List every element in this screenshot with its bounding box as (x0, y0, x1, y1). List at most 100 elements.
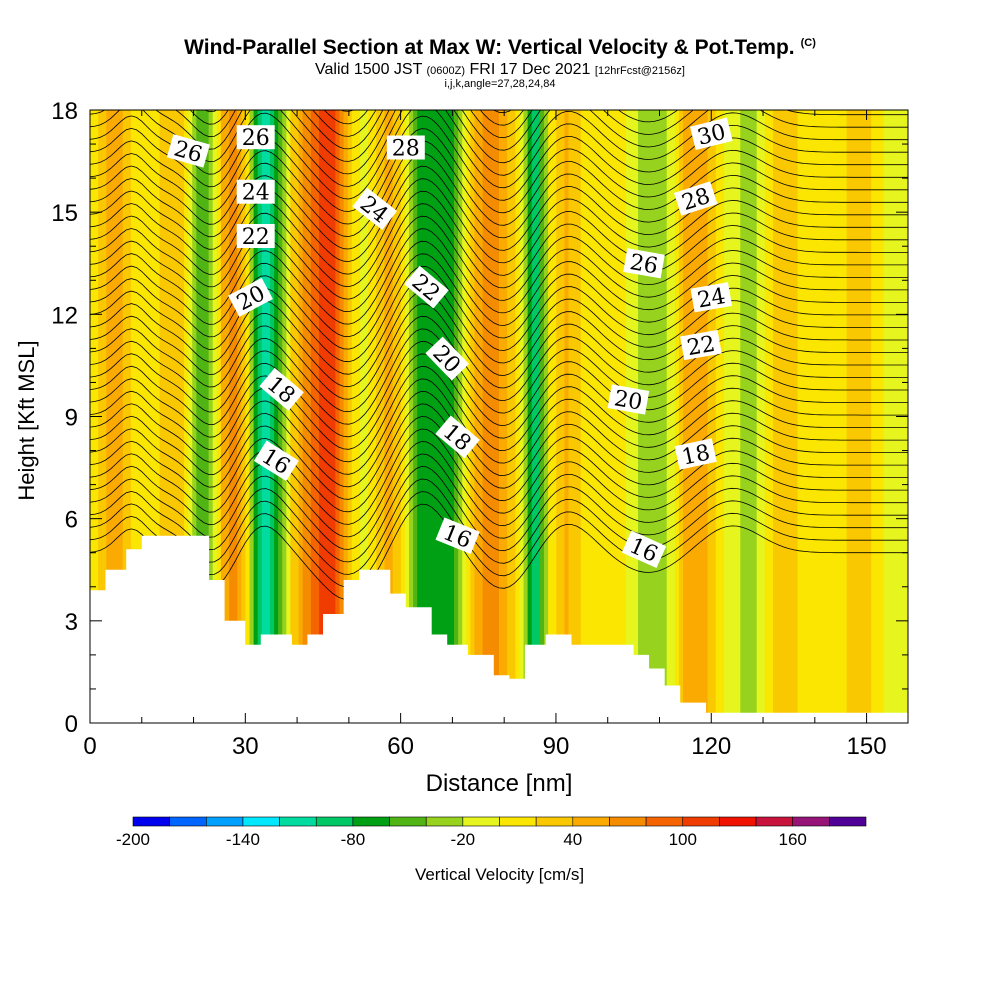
velocity-cell (139, 110, 144, 723)
velocity-cell (286, 110, 292, 723)
x-axis-label: Distance [nm] (426, 770, 573, 797)
velocity-cell (372, 110, 377, 723)
velocity-cell (327, 110, 332, 723)
velocity-cell (699, 110, 705, 723)
colorbar-tick-label: -20 (451, 830, 476, 849)
contour-label-text: 22 (242, 225, 270, 250)
velocity-cell (609, 110, 615, 723)
velocity-cell (846, 110, 852, 723)
velocity-cell (143, 110, 148, 723)
velocity-cell (593, 110, 598, 723)
velocity-cell (204, 110, 210, 723)
velocity-cell (887, 110, 893, 723)
velocity-cell (404, 110, 410, 723)
velocity-cell (302, 110, 308, 723)
velocity-cell (159, 110, 165, 723)
velocity-cell (576, 110, 582, 723)
velocity-cell (470, 110, 476, 723)
velocity-cell (711, 110, 717, 723)
velocity-cell (503, 110, 508, 723)
velocity-cell (290, 110, 296, 723)
velocity-cell (822, 110, 827, 723)
velocity-cell (192, 110, 197, 723)
velocity-cell (409, 110, 414, 723)
velocity-cell (879, 110, 885, 723)
isentrope-line (90, 178, 908, 275)
velocity-cell (785, 110, 790, 723)
colorbar-swatch (755, 816, 793, 827)
velocity-cell (838, 110, 844, 723)
contour-label: 22 (680, 329, 722, 361)
isentrope-line (90, 0, 908, 74)
velocity-cell (756, 110, 762, 723)
velocity-cell (687, 110, 692, 723)
contour-label: 24 (236, 179, 275, 206)
velocity-cell (298, 110, 304, 723)
velocity-cell (392, 110, 398, 723)
velocity-cell (413, 110, 418, 723)
isentrope-line (90, 365, 908, 463)
contour-label-bg (607, 384, 650, 415)
contour-label: 24 (690, 282, 733, 314)
velocity-cell (773, 110, 778, 723)
velocity-cell (813, 110, 819, 723)
isentrope-line (90, 4, 908, 99)
velocity-cell (858, 110, 864, 723)
velocity-cell (515, 110, 521, 723)
isentrope-line (90, 390, 908, 488)
isentrope-line (90, 403, 908, 500)
contour-label-text: 22 (685, 332, 717, 361)
velocity-cell (826, 110, 831, 723)
velocity-cell (364, 110, 369, 723)
y-tick-label: 3 (65, 609, 78, 636)
velocity-cell (560, 110, 566, 723)
velocity-cell (789, 110, 795, 723)
velocity-cell (494, 110, 500, 723)
isentrope-line (90, 140, 908, 237)
velocity-cell (764, 110, 770, 723)
contour-label: 26 (623, 248, 665, 280)
contour-label-text: 18 (680, 440, 713, 470)
contour-label-bg (623, 248, 665, 279)
velocity-cell (703, 110, 709, 723)
isentrope-line (90, 453, 908, 550)
colorbar-swatch (352, 816, 390, 827)
velocity-cell (458, 110, 463, 723)
velocity-cell (543, 110, 549, 723)
isentrope-line (90, 110, 908, 187)
velocity-cell (118, 110, 124, 723)
contour-label-bg (352, 187, 398, 230)
velocity-cell (638, 110, 643, 723)
x-tick-label: 0 (83, 733, 96, 760)
colorbar-tick-label: -80 (341, 830, 366, 849)
isentrope-line (90, 115, 908, 212)
y-tick-label: 15 (51, 200, 78, 227)
velocity-cell (539, 110, 545, 723)
velocity-cell (707, 110, 713, 723)
isentrope-line (90, 290, 908, 388)
isentrope-line (90, 315, 908, 413)
chart-title: Wind-Parallel Section at Max W: Vertical… (0, 36, 1000, 60)
velocity-cell (891, 110, 897, 723)
x-tick-label: 120 (691, 733, 731, 760)
contour-label-bg (386, 135, 425, 160)
velocity-cell (155, 110, 161, 723)
valid-date: FRI 17 Dec 2021 (469, 61, 591, 78)
contour-label-bg (680, 329, 722, 361)
velocity-cell (224, 110, 230, 723)
velocity-cell (257, 110, 263, 723)
velocity-cell (220, 110, 226, 723)
contour-label: 22 (236, 224, 275, 250)
velocity-cell (499, 110, 504, 723)
isentrope-line (90, 503, 908, 600)
velocity-cell (670, 110, 676, 723)
velocity-cell (842, 110, 848, 723)
colorbar-swatch (315, 816, 354, 827)
isentrope-line (90, 378, 908, 475)
colorbar-swatch (792, 816, 830, 827)
velocity-cell (642, 110, 647, 723)
velocity-cell (597, 110, 602, 723)
isentrope-line (90, 110, 908, 162)
colorbar-tick-label: 100 (669, 830, 697, 849)
